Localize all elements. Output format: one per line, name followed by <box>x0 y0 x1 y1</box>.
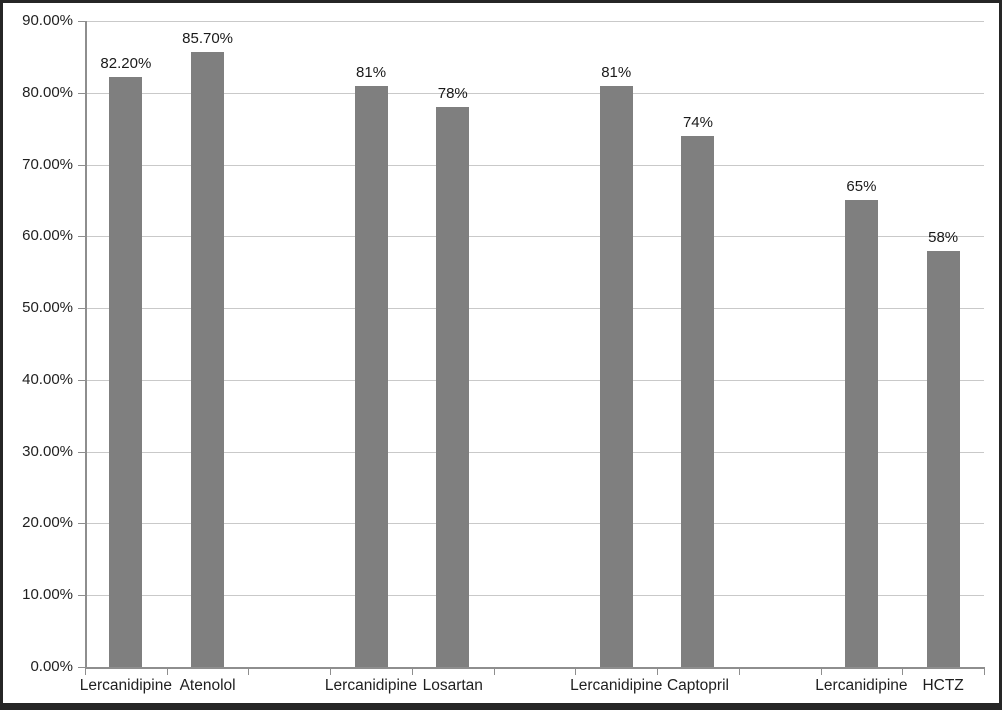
bar-value-label: 65% <box>846 178 877 196</box>
x-category-label: Losartan <box>422 677 483 694</box>
gridline <box>85 236 984 238</box>
bar-value-label: 82.20% <box>100 54 152 72</box>
x-axis-tick <box>330 669 332 675</box>
x-axis-tick <box>738 669 740 675</box>
y-tick-label: 20.00% <box>22 514 73 532</box>
x-axis-line <box>85 667 985 669</box>
x-axis-tick <box>166 669 168 675</box>
bar <box>599 85 633 667</box>
y-axis-tick <box>78 451 85 453</box>
y-axis-tick <box>78 21 85 22</box>
x-axis-tick <box>575 669 577 675</box>
bar-value-label: 81% <box>601 63 632 81</box>
y-axis-tick <box>78 92 85 94</box>
y-axis-tick <box>78 164 85 166</box>
x-axis-tick <box>85 669 86 675</box>
y-axis-tick <box>78 595 85 597</box>
y-tick-label: 90.00% <box>22 12 73 29</box>
bar <box>354 85 388 667</box>
gridline <box>85 451 984 453</box>
x-category-label: Captopril <box>666 677 729 694</box>
y-axis-line <box>85 21 87 667</box>
y-tick-label: 40.00% <box>22 370 73 388</box>
y-tick-label: 60.00% <box>22 227 73 245</box>
y-tick-label: 0.00% <box>30 658 73 675</box>
y-axis-tick <box>78 667 85 668</box>
bar-value-label: 74% <box>682 113 713 131</box>
bar-value-label: 85.70% <box>182 29 234 47</box>
x-axis-tick <box>820 669 822 675</box>
x-category-label: HCTZ <box>922 677 964 694</box>
gridline <box>85 379 984 381</box>
x-axis-tick <box>493 669 495 675</box>
x-category-label: Lercanidipine <box>79 677 172 694</box>
y-axis-tick <box>78 236 85 238</box>
bar <box>109 76 143 667</box>
y-tick-label: 30.00% <box>22 442 73 460</box>
gridline <box>85 21 984 22</box>
y-tick-label: 70.00% <box>22 155 73 173</box>
gridline <box>85 595 984 597</box>
gridline <box>85 523 984 525</box>
x-axis-tick <box>902 669 904 675</box>
bar <box>191 51 225 667</box>
x-axis-tick <box>984 669 985 675</box>
x-axis-tick <box>411 669 413 675</box>
bar <box>681 135 715 667</box>
y-axis-tick <box>78 308 85 310</box>
bar <box>926 250 960 667</box>
x-category-label: Atenolol <box>179 677 236 694</box>
y-tick-label: 10.00% <box>22 586 73 604</box>
bar-value-label: 81% <box>356 63 387 81</box>
bar-value-label: 78% <box>437 85 468 103</box>
gridline <box>85 308 984 310</box>
gridline <box>85 92 984 94</box>
y-axis-tick <box>78 379 85 381</box>
y-axis-tick <box>78 523 85 525</box>
bar-value-label: 58% <box>928 228 959 246</box>
bar <box>844 200 878 667</box>
x-category-label: Lercanidipine <box>570 677 663 694</box>
x-axis-tick <box>657 669 659 675</box>
y-tick-label: 80.00% <box>22 83 73 101</box>
x-axis-tick <box>248 669 250 675</box>
bar <box>436 107 470 667</box>
gridline <box>85 164 984 166</box>
x-category-label: Lercanidipine <box>324 677 418 694</box>
x-category-label: Lercanidipine <box>815 677 908 694</box>
y-tick-label: 50.00% <box>22 299 73 317</box>
